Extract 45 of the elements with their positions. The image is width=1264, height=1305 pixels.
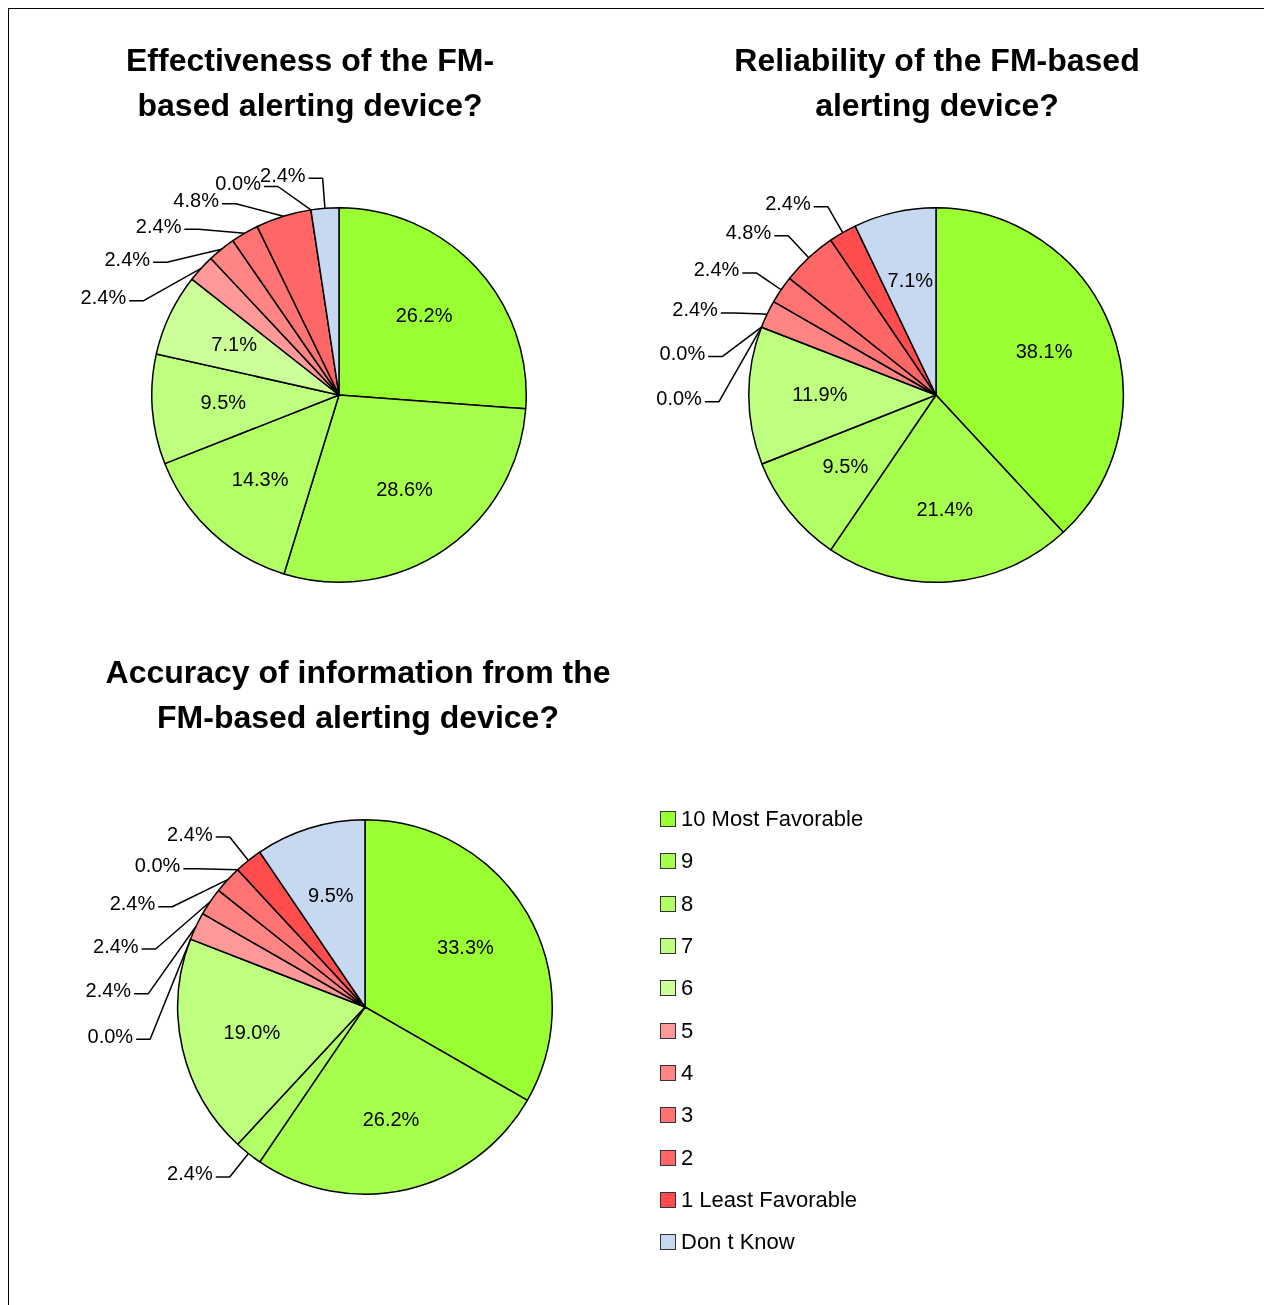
data-label: 2.4% (80, 286, 127, 309)
text: 0.0% (87, 1024, 134, 1047)
legend-label: 2 (681, 1144, 694, 1171)
legend-label: 3 (681, 1102, 694, 1129)
legend-label: Don t Know (681, 1229, 795, 1256)
text: 0.0% (659, 342, 706, 365)
data-label: 9.5% (308, 883, 354, 906)
text: 0.0% (134, 854, 181, 877)
data-label: 2.4% (693, 258, 740, 281)
data-label: 4.8% (725, 221, 772, 244)
data-label: 33.3% (437, 936, 495, 959)
text: 0.0% (656, 387, 702, 410)
data-label: 21.4% (916, 498, 974, 521)
data-label: 11.9% (792, 382, 848, 405)
data-label: 2.4% (109, 892, 156, 915)
legend-label: 5 (681, 1017, 694, 1044)
legend-label: 10 Most Favorable (681, 806, 864, 833)
data-label: 9.5% (200, 391, 247, 414)
legend-label: 1 Least Favorable (681, 1186, 858, 1213)
data-label: 14.3% (231, 467, 289, 490)
data-label: 19.0% (223, 1020, 281, 1043)
data-label: 26.2% (362, 1107, 420, 1130)
data-label: 2.4% (765, 192, 811, 215)
legend-label: 9 (681, 848, 694, 875)
legend-label: 8 (681, 890, 694, 917)
chart-title: Reliability of the FM-based alerting device? (733, 41, 1141, 125)
data-label: 7.1% (211, 332, 258, 355)
legend-label: 4 (681, 1059, 694, 1086)
data-label: 2.4% (167, 822, 213, 845)
chart-title: Accuracy of information from the FM-based alerting device? (104, 653, 612, 737)
data-label: 26.2% (395, 303, 453, 326)
data-label: 38.1% (1015, 340, 1073, 363)
legend-label: 7 (681, 933, 694, 960)
data-label: 2.4% (167, 1162, 213, 1185)
data-label: 2.4% (672, 298, 719, 321)
data-label: 9.5% (822, 455, 869, 478)
data-label: 2.4% (93, 934, 139, 957)
data-label: 28.6% (376, 478, 434, 501)
data-label: 2.4% (260, 163, 306, 186)
legend-label: 6 (681, 975, 694, 1002)
data-label: 7.1% (887, 269, 934, 292)
data-label: 2.4% (104, 247, 151, 270)
chart-title: Effectiveness of the FM-based alerting device? (124, 41, 496, 125)
data-label: 2.4% (135, 214, 182, 237)
data-label: 2.4% (85, 979, 132, 1002)
